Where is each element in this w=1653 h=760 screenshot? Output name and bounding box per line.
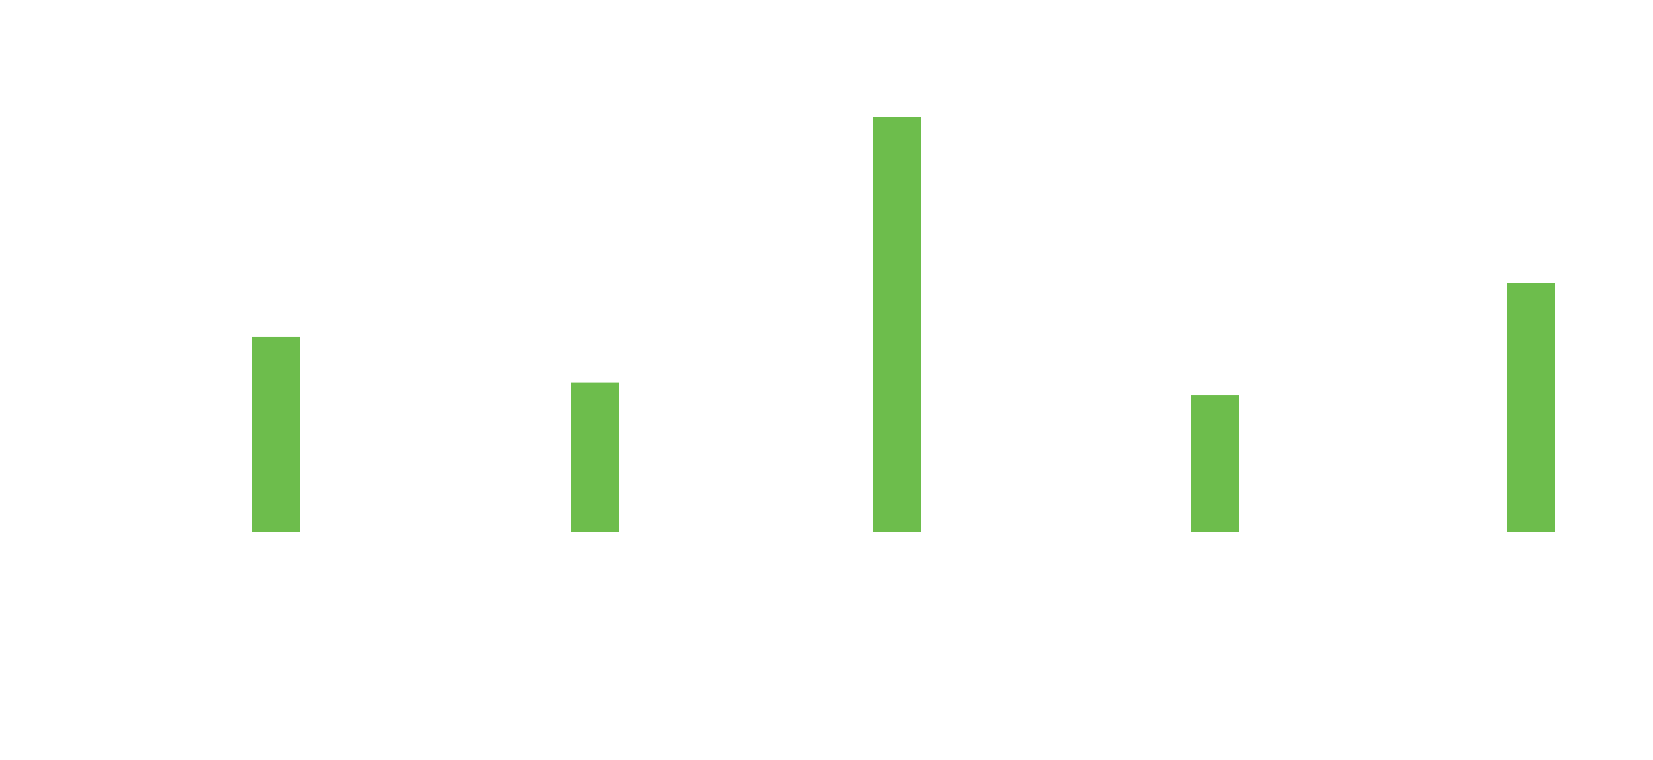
bar-2 xyxy=(571,382,619,532)
bar-3 xyxy=(873,117,921,532)
bar-4 xyxy=(1191,395,1239,532)
bar-1 xyxy=(252,336,300,532)
bar-5 xyxy=(1507,283,1555,532)
